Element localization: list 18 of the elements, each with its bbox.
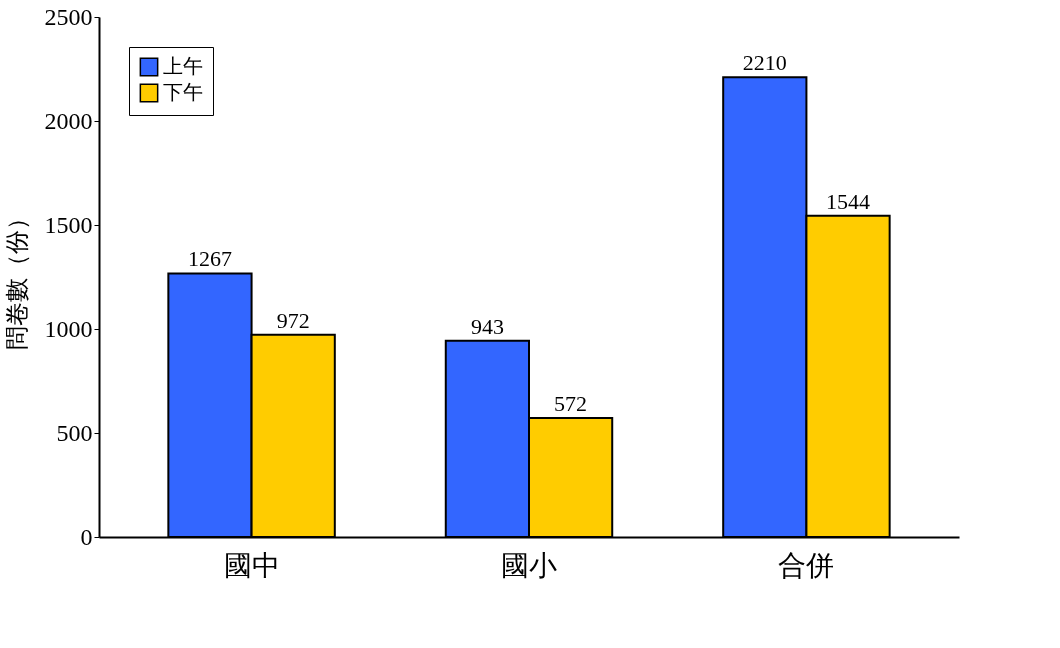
y-axis-title: 問卷數（份） <box>3 205 30 350</box>
data-label: 2210 <box>742 50 787 76</box>
x-tick-label: 國中 <box>223 549 280 581</box>
x-tick-label: 合併 <box>778 549 835 581</box>
legend-label: 上午 <box>163 55 203 77</box>
y-tick-label: 2000 <box>44 107 93 134</box>
y-tick-label: 500 <box>56 419 93 446</box>
data-label: 572 <box>554 391 588 417</box>
y-tick-label: 1500 <box>44 211 93 238</box>
y-tick-label: 0 <box>80 523 93 550</box>
legend-label: 下午 <box>163 81 203 103</box>
data-label: 972 <box>276 307 310 333</box>
y-tick-label: 1000 <box>44 315 93 342</box>
y-tick-label: 2500 <box>44 3 93 30</box>
data-label: 1544 <box>826 188 871 214</box>
data-label: 1267 <box>187 246 232 272</box>
x-tick-label: 國小 <box>501 549 557 581</box>
data-label: 943 <box>470 313 504 339</box>
